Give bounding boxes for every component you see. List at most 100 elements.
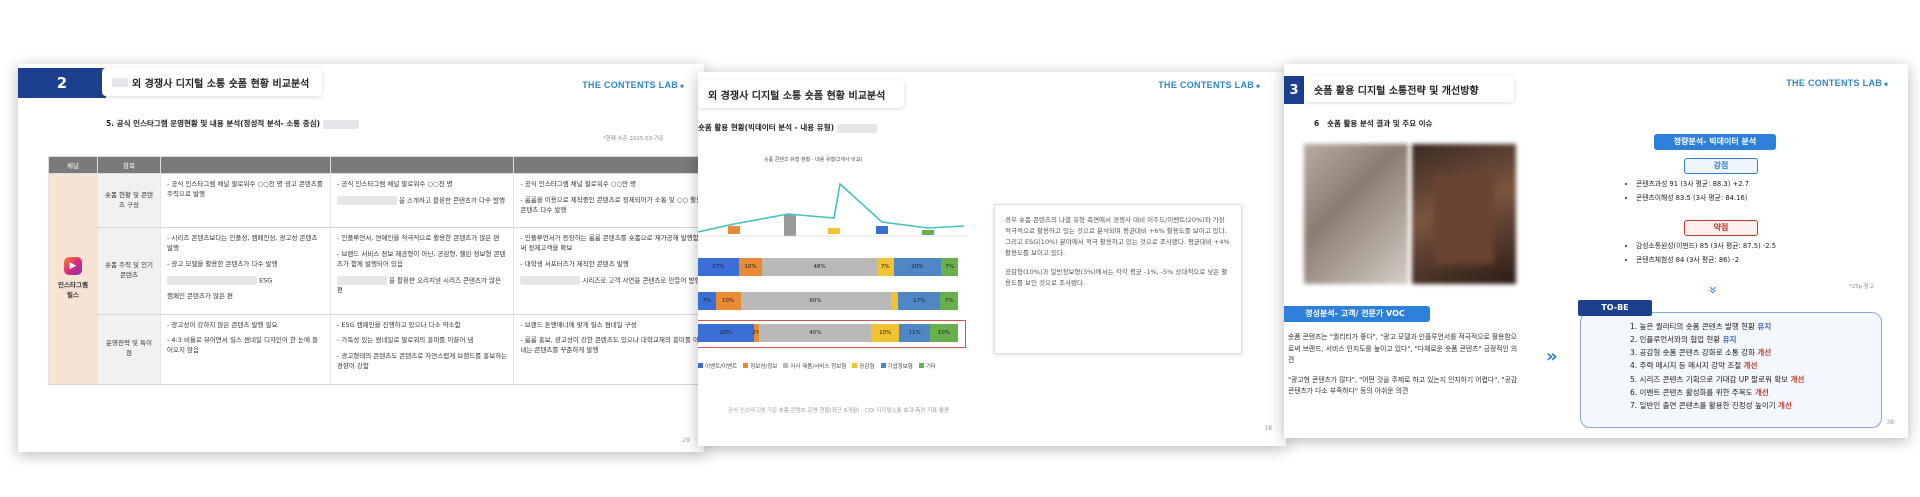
bar-mark bbox=[876, 226, 888, 234]
tobe-item: 4. 주력 메시지 등 메시지 강약 조절 개선 bbox=[1630, 361, 1758, 371]
slide-1: 2 외 경쟁사 디지털 소통 숏폼 현황 비교분석 THE CONTENTS L… bbox=[18, 64, 704, 452]
tobe-item: 5. 시리즈 콘텐츠 기획으로 기대감 UP 팔로워 확보 개선 bbox=[1630, 374, 1805, 384]
tobe-title: TO-BE bbox=[1578, 300, 1652, 316]
voc-negative: "광고형 콘텐츠가 많다", "어떤 것을 주제로 하고 있는지 인지하기 어렵… bbox=[1288, 375, 1518, 396]
slide-subtitle: 5. 공식 인스타그램 운영현황 및 내용 분석(정성적 분석- 소통 중심) bbox=[106, 118, 359, 129]
highlight-box bbox=[698, 320, 966, 348]
chart-legend: 이벤트/이벤트 정보성/정보 자사 제품/서비스 정보형 공감형 기업정보형 기타 bbox=[698, 362, 968, 370]
table-cell: - 브랜드 톤앤매너에 맞게 릴스 썸네일 구성 - 룸룸 홍보, 광고성이 강한… bbox=[513, 314, 704, 385]
bar-segment: 11% bbox=[899, 324, 930, 342]
tobe-item: 1. 높은 퀄리티의 숏폼 콘텐츠 발행 현황 유지 bbox=[1630, 322, 1772, 331]
chevron-down-icon: » bbox=[1704, 285, 1721, 295]
legend-item: 공감형 bbox=[852, 362, 875, 370]
bar-segment: 2% bbox=[752, 324, 761, 342]
stacked-bar-row: 17% 10% 48% 7% 20% 7% bbox=[698, 258, 958, 276]
page-number: 38 bbox=[1886, 419, 1894, 426]
bar-segment: 40% bbox=[759, 324, 872, 342]
row-label: 숏폼 현황 및 콘텐츠 구성 bbox=[97, 173, 161, 229]
section-number-badge: 2 bbox=[18, 68, 106, 98]
page-number: 18 bbox=[1264, 425, 1272, 432]
voc-positive: 숏폼 콘텐츠는 "퀄리티가 좋다", "광고 모델과 인플루언서를 적극적으로 … bbox=[1288, 333, 1518, 365]
table-cell: - 시리즈 콘텐츠보다는 인플성, 캠페인성, 광고성 콘텐츠 발행 - 광고 모… bbox=[160, 227, 331, 315]
slide-title-box: 숏폼 활용 디지털 소통전략 및 개선방향 bbox=[1304, 76, 1514, 102]
trend-line bbox=[698, 182, 965, 233]
bar-segment: 60% bbox=[740, 292, 891, 310]
bar-segment: 10% bbox=[871, 324, 900, 342]
slide-3: 3 숏폼 활용 디지털 소통전략 및 개선방향 THE CONTENTS LAB… bbox=[1284, 64, 1908, 438]
bar-segment: 10% bbox=[738, 258, 763, 276]
analysis-text-2: 공감형(10%)과 일반정보형(3%)에서는 각각 평균 -1%, -5% 상대… bbox=[1005, 268, 1228, 288]
tobe-item: 6. 이벤트 콘텐츠 활성화를 위한 주목도 개선 bbox=[1630, 387, 1769, 397]
slide-subtitle: 6 숏폼 활용 분석 결과 및 주요 이슈 bbox=[1314, 119, 1433, 128]
header-company-3 bbox=[513, 156, 704, 174]
brand-logo: THE CONTENTS LAB bbox=[582, 80, 684, 90]
stacked-bar-chart: 17% 10% 48% 7% 20% 7% 7% 10% 60% 17% 7% 20% 2% 40% 1… bbox=[698, 258, 968, 378]
table-cell: - 공식 인스타그램 채널 팔로워수 ○○천 명 을 소개하고 활용한 콘텐츠가… bbox=[329, 173, 514, 229]
chart-title: 숏폼 콘텐츠 유형 현황 - 내용 유형(2개사 비교) bbox=[764, 157, 863, 163]
header-item: 항목 bbox=[97, 156, 161, 174]
legend-item: 정보성/정보 bbox=[743, 362, 777, 370]
brand-logo: THE CONTENTS LAB bbox=[1786, 78, 1888, 88]
blurred-thumbnail-image bbox=[1304, 144, 1408, 284]
bar-segment: 17% bbox=[897, 292, 941, 310]
stacked-bar-row: 7% 10% 60% 17% 7% bbox=[698, 292, 958, 310]
table-cell: - 광고성이 강하지 않은 콘텐츠 발행 필요 - 4:3 비율로 뷰어면서 릴스… bbox=[160, 314, 331, 385]
line-chart bbox=[698, 182, 968, 237]
voc-text: 숏폼 콘텐츠는 "퀄리티가 좋다", "광고 모델과 인플루언서를 적극적으로 … bbox=[1288, 332, 1520, 398]
slide-title-box: 외 경쟁사 디지털 소통 숏폼 현황 비교분석 bbox=[102, 68, 322, 96]
legend-item: 자사 제품/서비스 정보형 bbox=[783, 362, 846, 370]
row-label: 숏폼 주력 및 인기콘텐츠 bbox=[97, 227, 161, 315]
brand-logo: THE CONTENTS LAB bbox=[1158, 80, 1260, 90]
tobe-item: 7. 일반인 출연 콘텐츠를 활용한 진정성 높이기 개선 bbox=[1630, 400, 1792, 410]
legend-item: 기업정보형 bbox=[880, 362, 913, 370]
section-number-badge: 3 bbox=[1284, 76, 1304, 104]
slide-title: 외 경쟁사 디지털 소통 숏폼 현황 비교분석 bbox=[132, 78, 310, 90]
strength-list: 콘텐츠과성 91 (3사 평균: 88.3) +2.7 콘텐츠이해성 83.5 … bbox=[1624, 178, 1749, 205]
source-footnote: 공식 인스타그램 기준 숏폼 콘텐츠 운영 현황(최근 6개월) - CQI 디… bbox=[728, 408, 950, 414]
strength-badge: 강점 bbox=[1684, 158, 1758, 174]
tobe-box bbox=[1580, 312, 1882, 428]
instagram-reels-icon: ▶ bbox=[64, 257, 82, 275]
slide-subtitle: 숏폼 활용 현황(빅데이터 분석 - 내용 유형) bbox=[698, 122, 877, 133]
bar-segment: 7% bbox=[940, 292, 958, 310]
table-cell: - ESG 캠페인을 진행하고 있으나 다소 약소함 - 가독성 있는 썸네일로 … bbox=[329, 314, 514, 385]
date-note: *현재 수준 2025.03 기준 bbox=[602, 136, 664, 142]
tobe-list: 1. 높은 퀄리티의 숏폼 콘텐츠 발행 현황 유지 2. 인플루언서와의 협업 … bbox=[1630, 320, 1804, 412]
bar-segment: 10% bbox=[930, 324, 958, 342]
header-company-2 bbox=[329, 156, 515, 174]
bar-segment: 20% bbox=[698, 324, 754, 342]
weakness-item: 콘텐츠체험성 84 (3사 평균: 86) -2 bbox=[1636, 254, 1776, 268]
bar-segment: 48% bbox=[762, 258, 877, 276]
weakness-badge: 약점 bbox=[1684, 220, 1758, 236]
strength-item: 콘텐츠과성 91 (3사 평균: 88.3) +2.7 bbox=[1636, 178, 1749, 192]
slide-title-box: 외 경쟁사 디지털 소통 숏폼 현황 비교분석 bbox=[698, 80, 904, 108]
bar-segment bbox=[890, 292, 898, 310]
comparison-table: 채널 항목 ▶ 인스타그램 릴스 숏폼 현황 및 콘텐츠 구성 - 공식 인스타… bbox=[48, 156, 704, 385]
bar-mark bbox=[784, 214, 796, 236]
bar-mark bbox=[828, 228, 840, 234]
table-cell: - 인플루언서가 등장하는 룸룸 콘텐츠를 숏폼으로 재가공해 발행함으로써 정… bbox=[513, 227, 704, 315]
double-chevron-right-icon: » bbox=[1546, 346, 1558, 367]
stacked-bar-row: 20% 2% 40% 10% 11% 10% bbox=[698, 324, 958, 342]
weakness-item: 감성소통원성(이펀드) 85 (3사 평균: 87.5) -2.5 bbox=[1636, 240, 1776, 254]
note: *25p 참고 bbox=[1848, 284, 1874, 290]
bar-segment: 20% bbox=[893, 258, 942, 276]
bar-segment: 7% bbox=[698, 292, 716, 310]
blurred-thumbnail-image bbox=[1434, 174, 1494, 264]
slide-title: 숏폼 활용 디지털 소통전략 및 개선방향 bbox=[1314, 85, 1479, 97]
table-cell: - 공식 인스타그램 채널 팔로워수 ○○만 명- 룸룸을 이용으로 제작중인 … bbox=[513, 173, 704, 229]
slide-2: 외 경쟁사 디지털 소통 숏폼 현황 비교분석 THE CONTENTS LAB… bbox=[698, 72, 1286, 446]
legend-item: 이벤트/이벤트 bbox=[698, 362, 737, 370]
tobe-item: 2. 인플루언서와의 협업 현황 유지 bbox=[1630, 335, 1737, 345]
legend-item: 기타 bbox=[918, 362, 936, 370]
bar-segment: 7% bbox=[876, 258, 894, 276]
section-number: 2 bbox=[56, 74, 68, 92]
strength-item: 콘텐츠이해성 83.5 (3사 평균: 84.16) bbox=[1636, 192, 1749, 206]
header-channel: 채널 bbox=[48, 156, 98, 174]
analysis-text-1: 경우 숏폼 콘텐츠의 나열 유형 측면에서 경쟁사 대비 이주도/이벤트(20%… bbox=[1005, 216, 1230, 258]
tobe-item: 3. 공감형 숏폼 콘텐츠 강화로 소통 강화 개선 bbox=[1630, 348, 1772, 358]
bar-mark bbox=[922, 230, 934, 235]
channel-label: 인스타그램 릴스 bbox=[58, 281, 88, 299]
channel-cell: ▶ 인스타그램 릴스 bbox=[48, 173, 98, 385]
analysis-box: 경우 숏폼 콘텐츠의 나열 유형 측면에서 경쟁사 대비 이주도/이벤트(20%… bbox=[994, 204, 1242, 354]
